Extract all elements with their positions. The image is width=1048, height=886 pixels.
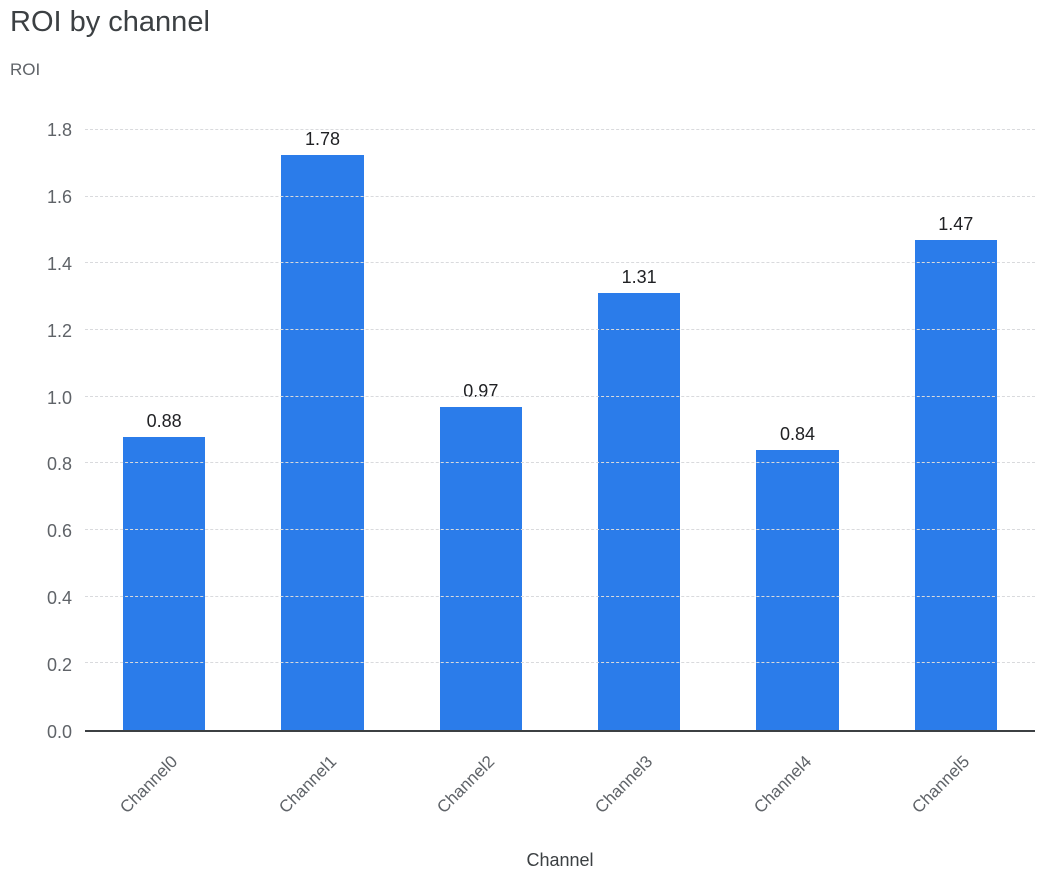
y-tick-label: 0.8	[46, 454, 72, 475]
x-tick-label: Channel2	[433, 752, 499, 817]
y-tick-label: 1.4	[46, 253, 72, 274]
y-tick-label: 0.0	[46, 722, 72, 742]
gridline	[85, 329, 1035, 330]
y-axis-title: ROI	[10, 60, 41, 79]
gridline	[85, 395, 1035, 397]
gridline	[85, 529, 1035, 530]
x-tick-label: Channel1	[275, 752, 340, 817]
bar-value-label: 0.84	[779, 424, 815, 444]
x-axis-tick-labels: Channel0 Channel1 Channel2 Channel3 Channel4…	[85, 742, 1035, 842]
gridline	[85, 262, 1035, 264]
chart-title: ROI by channel	[10, 6, 210, 38]
x-tick-label: Channel3	[591, 752, 657, 817]
y-tick-label: 0.2	[46, 655, 72, 676]
bar-value-label: 0.88	[146, 410, 182, 431]
gridline	[85, 595, 1035, 597]
bar-channel2	[439, 406, 522, 730]
bar-value-label: 0.97	[463, 380, 499, 401]
bar-group-channel0: 0.88	[85, 130, 243, 730]
bar-channel5	[914, 240, 997, 730]
y-tick-label: 0.6	[46, 521, 72, 542]
x-tick-label: Channel4	[750, 752, 815, 817]
bar-group-channel5: 1.47	[877, 130, 1035, 730]
bar-group-channel2: 0.97	[402, 130, 560, 730]
y-tick-label: 1.0	[46, 387, 72, 408]
bar-channel3	[597, 293, 681, 730]
bar-group-channel4: 0.84	[718, 130, 876, 730]
bars: 0.88 1.78 0.97 1.31 0.84 1.47	[85, 130, 1035, 730]
bar-channel4	[756, 450, 839, 730]
bar-value-label: 1.78	[304, 129, 341, 149]
gridline	[85, 462, 1035, 464]
gridline	[85, 662, 1035, 664]
bar-channel0	[123, 436, 206, 730]
bar-group-channel1: 1.78	[243, 130, 401, 730]
bar-value-label: 1.47	[938, 214, 974, 234]
bar-group-channel3: 1.31	[560, 130, 718, 730]
y-axis-tick-labels: 0.0 0.2 0.4 0.6 0.8 1.0 1.2 1.4 1.6 1.8	[0, 121, 72, 741]
bar-value-label: 1.31	[621, 267, 657, 288]
gridline	[85, 129, 1035, 130]
y-tick-label: 1.8	[46, 120, 72, 140]
x-tick-label: Channel0	[116, 752, 182, 817]
y-tick-label: 1.6	[46, 186, 72, 207]
y-tick-label: 0.4	[46, 588, 72, 609]
x-tick-label: Channel5	[908, 752, 974, 817]
x-axis-title: Channel	[526, 850, 594, 870]
plot-area: 0.88 1.78 0.97 1.31 0.84 1.47	[85, 129, 1035, 732]
bar-channel1	[281, 155, 364, 730]
gridline	[85, 195, 1035, 197]
y-tick-label: 1.2	[46, 320, 72, 341]
